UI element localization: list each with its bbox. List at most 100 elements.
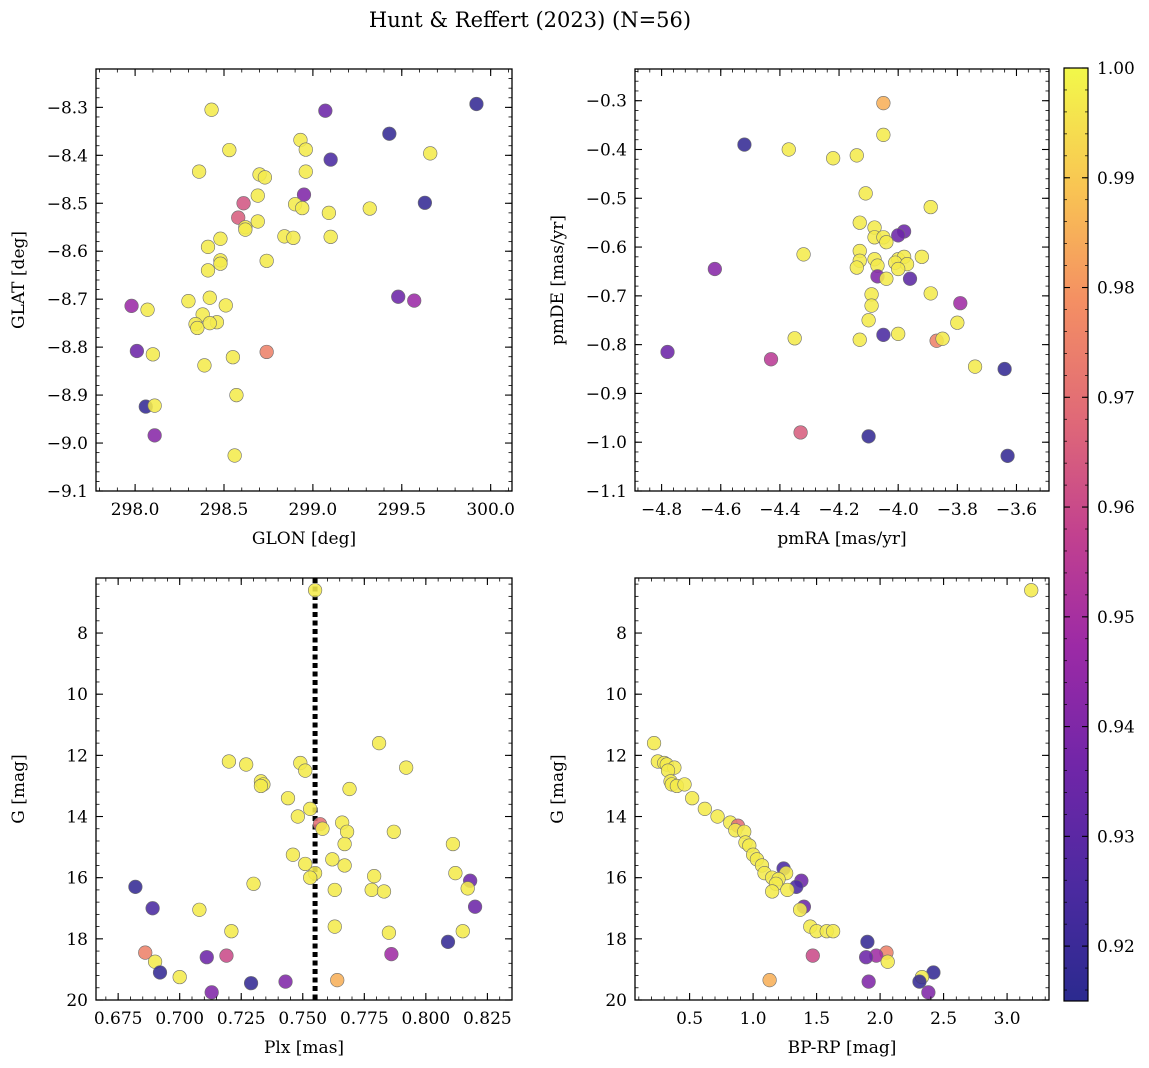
scatter-panel-bprp-g: 0.5 1.0 1.5 2.0 2.5 3.0 8 10 12 14 16 18 20 BP-RP [ma… — [548, 577, 1050, 1058]
data-point — [364, 882, 379, 898]
data-point — [257, 170, 272, 185]
data-point — [225, 350, 240, 365]
x-tick-label: 1.0 — [740, 1009, 767, 1029]
data-point — [864, 298, 879, 313]
data-point — [303, 801, 318, 816]
data-point — [997, 361, 1012, 377]
data-point — [330, 973, 345, 988]
colorbar-gradient — [1063, 67, 1089, 1002]
data-point — [660, 344, 675, 360]
figure-title: Hunt & Reffert (2023) (N=56) — [369, 8, 691, 32]
axes-frame — [95, 577, 513, 1001]
x-tick-label: 300.0 — [466, 500, 515, 520]
data-point — [876, 96, 891, 111]
y-tick-label: 18 — [605, 930, 627, 950]
data-point — [876, 327, 891, 342]
data-point — [138, 945, 153, 960]
data-point — [707, 261, 722, 277]
data-point — [879, 271, 894, 286]
data-point — [323, 229, 338, 244]
data-point — [921, 985, 936, 1000]
y-axis-label: GLAT [deg] — [9, 231, 29, 329]
data-point — [455, 924, 470, 939]
x-tick-label: −3.8 — [937, 500, 978, 520]
data-point — [880, 954, 895, 969]
scatter-panel-glon-glat: 298.0 298.5 299.0 299.5 300.0 −9.1 −9.0 −8.9 −8.… — [9, 68, 515, 549]
data-point — [227, 448, 242, 463]
data-point — [298, 164, 313, 179]
data-point — [323, 152, 338, 167]
x-axis-label: Plx [mas] — [264, 1038, 344, 1058]
data-point — [876, 127, 891, 142]
y-tick-label: 20 — [66, 991, 88, 1011]
data-point — [321, 205, 336, 220]
x-tick-label: 0.5 — [676, 1009, 703, 1029]
x-tick-label: −4.4 — [759, 500, 800, 520]
data-point — [967, 359, 983, 374]
data-point — [765, 884, 780, 899]
data-point — [852, 215, 867, 230]
data-point — [307, 583, 323, 598]
data-point — [219, 948, 234, 963]
colorbar-tick-label: 0.99 — [1097, 169, 1135, 189]
data-point — [318, 103, 333, 118]
data-point — [805, 948, 820, 963]
x-tick-label: 0.675 — [94, 1009, 143, 1029]
y-tick-label: −0.9 — [586, 384, 627, 404]
data-point — [204, 102, 219, 117]
y-tick-label: −1.0 — [586, 433, 627, 453]
data-point — [849, 148, 864, 163]
data-point — [367, 869, 382, 884]
x-tick-label: 0.725 — [217, 1009, 266, 1029]
x-tick-label: −4.6 — [700, 500, 741, 520]
data-point — [448, 865, 463, 881]
data-point — [342, 781, 357, 797]
data-point — [796, 247, 811, 262]
data-point — [231, 210, 246, 225]
y-tick-label: −0.3 — [586, 92, 627, 112]
y-tick-label: 16 — [605, 869, 627, 889]
data-point — [172, 969, 187, 985]
y-tick-label: 10 — [66, 685, 88, 705]
data-point — [327, 882, 342, 898]
data-point — [181, 294, 196, 309]
y-tick-label: 14 — [66, 808, 88, 828]
data-point — [199, 950, 214, 965]
x-tick-label: 0.800 — [402, 1009, 451, 1029]
data-point — [826, 151, 841, 166]
x-tick-label: 0.825 — [463, 1009, 512, 1029]
y-tick-label: −8.9 — [47, 386, 88, 406]
y-tick-label: −9.0 — [47, 434, 88, 454]
data-point — [780, 882, 795, 898]
data-point — [891, 261, 906, 277]
axes-frame — [95, 68, 513, 492]
data-point — [147, 398, 162, 413]
x-tick-label: 2.5 — [930, 1009, 957, 1029]
data-point — [218, 298, 233, 313]
y-tick-label: −8.6 — [47, 242, 88, 262]
data-point — [339, 824, 355, 839]
data-point — [445, 836, 461, 852]
data-point — [192, 902, 207, 917]
data-point — [407, 293, 422, 308]
data-point — [327, 919, 342, 934]
data-point — [250, 214, 265, 229]
data-point — [891, 326, 906, 342]
data-point — [192, 164, 207, 179]
data-point — [849, 260, 864, 275]
x-tick-label: 0.700 — [155, 1009, 204, 1029]
data-point — [285, 847, 301, 862]
data-point — [303, 870, 318, 885]
y-tick-label: 18 — [66, 930, 88, 950]
y-tick-label: −8.8 — [47, 338, 88, 358]
data-point — [145, 901, 160, 916]
data-point — [204, 985, 219, 1000]
y-axis-label: pmDE [mas/yr] — [548, 215, 568, 345]
colorbar-tick-label: 0.96 — [1097, 498, 1135, 518]
axes-frame — [634, 68, 1050, 492]
data-point — [417, 195, 432, 210]
data-point — [250, 188, 265, 203]
x-tick-label: 0.750 — [278, 1009, 327, 1029]
data-point — [382, 126, 397, 141]
